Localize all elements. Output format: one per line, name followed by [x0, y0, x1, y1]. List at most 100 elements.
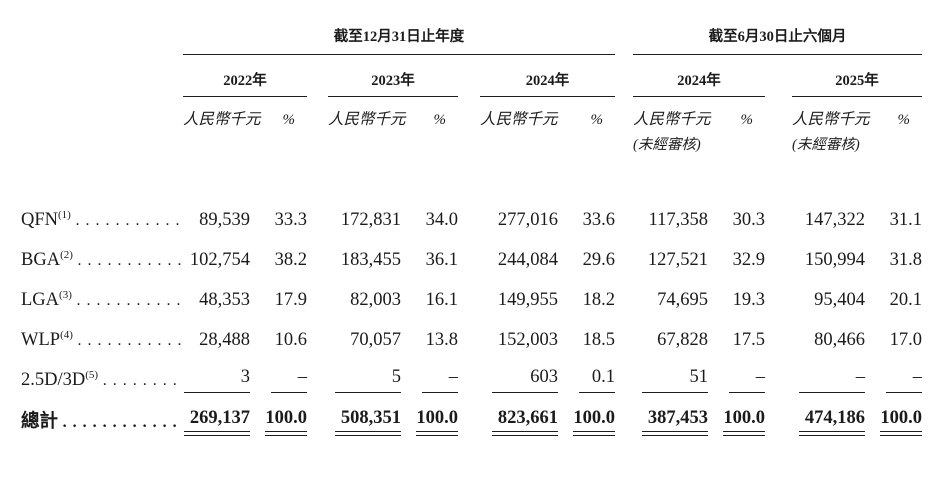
- note-cell: (未經審核): [792, 129, 922, 156]
- amount-cell: 172,831: [340, 209, 401, 230]
- total-percent-value: 100.0: [416, 408, 458, 436]
- percent-cell: –: [403, 360, 458, 400]
- row-label: BGA(2) . . . . . . . . . . .: [0, 240, 183, 280]
- unit-header: 人民幣千元%: [633, 96, 765, 129]
- column-gap: [307, 240, 328, 280]
- column-gap: [307, 129, 328, 156]
- total-amount-value: 387,453: [642, 408, 708, 436]
- note-cell: [183, 129, 307, 156]
- column-gap: [458, 240, 480, 280]
- column-gap: [307, 54, 328, 96]
- column-gap: [307, 320, 328, 360]
- spacer-row: [0, 156, 922, 200]
- row-label-text: 總計: [21, 412, 59, 432]
- amount-cell: 152,003: [497, 329, 558, 350]
- amount-cell: 80,466: [814, 329, 865, 350]
- total-percent-value: 100.0: [573, 408, 615, 436]
- column-gap: [615, 96, 633, 129]
- period-header-row: 截至12月31日止年度 截至6月30日止六個月: [0, 18, 923, 55]
- amount-value: –: [799, 367, 865, 393]
- table-row-25d3d: 2.5D/3D(5) . . . . . . . . 3 – 5 – 603 0…: [0, 360, 923, 400]
- row-label: LGA(3) . . . . . . . . . . .: [0, 280, 183, 320]
- percent-cell: 17.0: [889, 329, 923, 350]
- column-gap: [458, 200, 480, 240]
- amount-cell: 149,955: [497, 289, 558, 310]
- percent-cell: 17.5: [732, 329, 765, 350]
- table-row-wlp: WLP(4) . . . . . . . . . . . 28,488 10.6…: [0, 320, 922, 360]
- percent-symbol: %: [590, 112, 604, 128]
- percent-cell: –: [252, 360, 307, 400]
- column-gap: [615, 200, 633, 240]
- amount-cell: 269,137: [183, 400, 252, 440]
- column-gap: [458, 400, 480, 440]
- year-header-2025-interim: 2025年: [792, 54, 923, 97]
- percent-cell: 33.3: [274, 209, 307, 230]
- column-gap: [458, 280, 480, 320]
- percent-cell: 30.3: [732, 209, 765, 230]
- footnote-superscript: (5): [85, 368, 99, 381]
- footnote-superscript: (1): [58, 208, 71, 221]
- unit-header-row: 人民幣千元% 人民幣千元% 人民幣千元% 人民幣千元% 人民幣千元%: [0, 96, 922, 129]
- year-header-2024: 2024年: [480, 54, 615, 97]
- column-gap: [458, 320, 480, 360]
- percent-cell: 18.2: [582, 289, 615, 310]
- amount-value: 51: [642, 367, 708, 393]
- amount-cell: 102,754: [189, 249, 250, 270]
- amount-cell: 82,003: [350, 289, 401, 310]
- amount-cell: 67,828: [657, 329, 708, 350]
- amount-cell: 277,016: [497, 209, 558, 230]
- period-header-interim: 截至6月30日止六個月: [633, 18, 923, 55]
- amount-cell: 95,404: [814, 289, 865, 310]
- column-gap: [307, 280, 328, 320]
- column-gap: [765, 54, 792, 96]
- amount-cell: 603: [480, 360, 560, 400]
- total-percent-value: 100.0: [265, 408, 307, 436]
- note-cell: [480, 129, 615, 156]
- column-gap: [615, 280, 633, 320]
- note-cell: (未經審核): [633, 129, 765, 156]
- amount-cell: 48,353: [199, 289, 250, 310]
- amount-value: 3: [184, 367, 250, 393]
- percent-cell: 20.1: [889, 289, 923, 310]
- revenue-by-package-table: 截至12月31日止年度 截至6月30日止六個月 2022年 2023年 2024…: [0, 18, 923, 440]
- amount-cell: 387,453: [633, 400, 710, 440]
- percent-cell: 33.6: [582, 209, 615, 230]
- percent-cell: 0.1: [560, 360, 615, 400]
- unit-header: 人民幣千元%: [183, 96, 307, 129]
- percent-cell: –: [867, 360, 923, 400]
- column-gap: [765, 320, 792, 360]
- percent-symbol: %: [282, 112, 296, 128]
- row-label-text: BGA: [21, 249, 61, 270]
- percent-value: 0.1: [579, 367, 615, 393]
- currency-unit-label: 人民幣千元: [480, 111, 558, 128]
- percent-cell: 100.0: [252, 400, 307, 440]
- column-gap: [307, 400, 328, 440]
- amount-cell: 127,521: [647, 249, 708, 270]
- dot-leader: . . . . . . . . . . .: [76, 291, 182, 309]
- total-amount-value: 823,661: [492, 408, 558, 436]
- table-row-lga: LGA(3) . . . . . . . . . . . 48,353 17.9…: [0, 280, 922, 320]
- row-label: QFN(1) . . . . . . . . . . .: [0, 200, 183, 240]
- year-header-row: 2022年 2023年 2024年 2024年 2025年: [0, 54, 923, 97]
- row-label-text: 2.5D/3D: [21, 369, 86, 390]
- column-gap: [615, 320, 633, 360]
- amount-cell: 150,994: [804, 249, 865, 270]
- amount-cell: –: [792, 360, 867, 400]
- percent-cell: 18.5: [582, 329, 615, 350]
- dot-leader: . . . . . . . . . . .: [77, 251, 183, 269]
- column-gap: [458, 54, 480, 96]
- percent-value: –: [422, 367, 458, 393]
- amount-cell: 28,488: [199, 329, 250, 350]
- year-header-2024-interim: 2024年: [633, 54, 765, 97]
- percent-symbol: %: [897, 112, 911, 128]
- currency-unit-label: 人民幣千元: [183, 111, 261, 128]
- amount-cell: 508,351: [328, 400, 403, 440]
- column-gap: [307, 96, 328, 129]
- amount-cell: 183,455: [340, 249, 401, 270]
- corner-cell: [0, 18, 183, 54]
- amount-cell: 51: [633, 360, 710, 400]
- footnote-superscript: (3): [59, 288, 72, 301]
- percent-value: –: [271, 367, 307, 393]
- percent-symbol: %: [740, 112, 754, 128]
- percent-cell: 31.8: [889, 249, 923, 270]
